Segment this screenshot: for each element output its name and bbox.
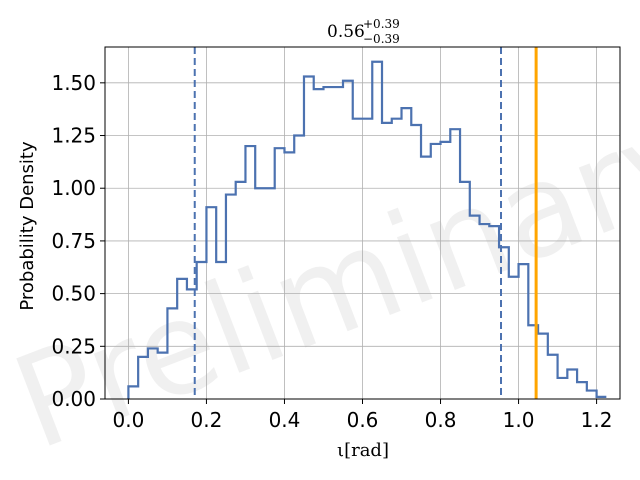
y-tick-label: 0.25 [51, 334, 96, 358]
plot-area [127, 47, 607, 399]
y-tick-label: 1.25 [51, 124, 96, 148]
y-tick-label: 0.75 [51, 229, 96, 253]
y-tick-label: 0.50 [51, 282, 96, 306]
x-tick-label: 0.0 [113, 408, 145, 432]
chart-title: 0.56 +0.39 −0.39 [327, 17, 400, 46]
title-lower-error: −0.39 [363, 32, 400, 46]
y-tick-label: 0.00 [51, 387, 96, 411]
title-value: 0.56 [327, 22, 365, 42]
y-tick-label: 1.00 [51, 176, 96, 200]
y-tick-label: 1.50 [51, 71, 96, 95]
x-tick-label: 1.2 [581, 408, 613, 432]
y-axis-label: Probability Density [17, 141, 38, 311]
x-tick-label: 0.4 [269, 408, 301, 432]
title-upper-error: +0.39 [363, 17, 400, 31]
x-axis-label: ι[rad] [337, 440, 389, 461]
x-tick-label: 1.0 [503, 408, 535, 432]
x-tick-label: 0.2 [191, 408, 223, 432]
x-tick-label: 0.6 [347, 408, 379, 432]
x-tick-label: 0.8 [425, 408, 457, 432]
histogram-step-line [127, 60, 607, 399]
tick-labels: 0.0 0.2 0.4 0.6 0.8 1.0 1.2 0.00 0.25 0.50 0.75 1.0… [51, 71, 612, 432]
